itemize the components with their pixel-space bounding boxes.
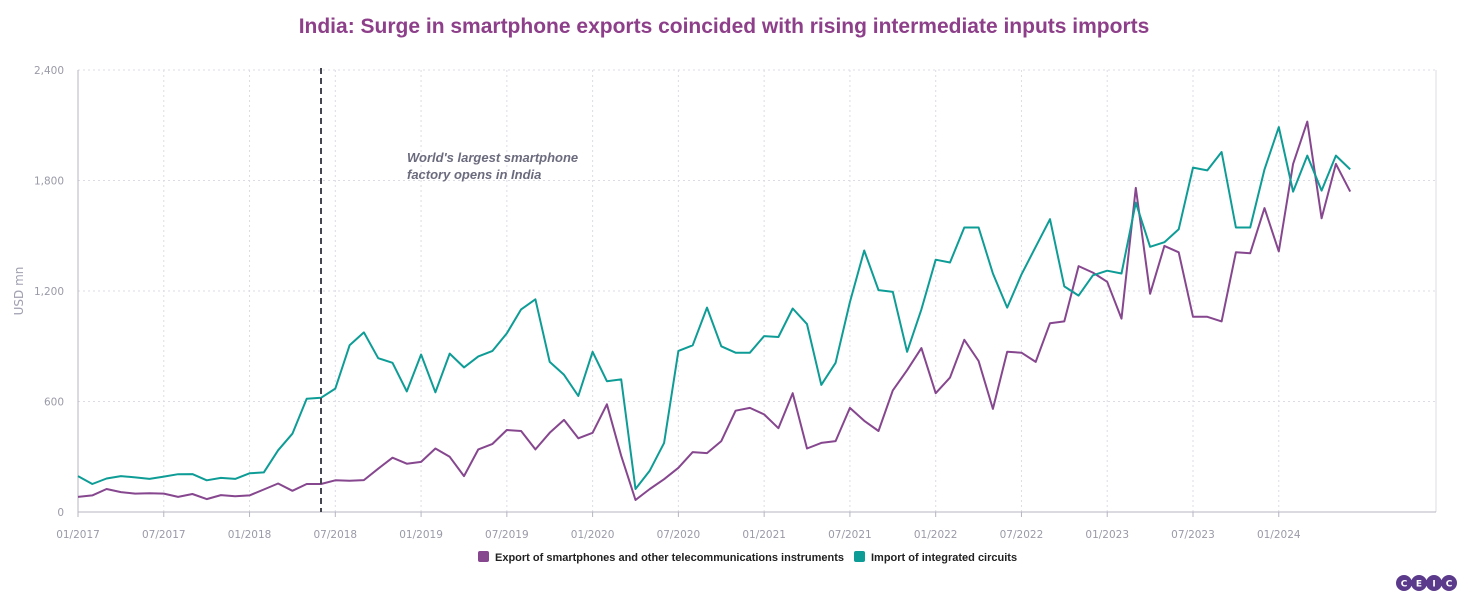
- logo-circle: [1396, 575, 1412, 591]
- y-axis: 0 600 1,200 1,800 2,400: [34, 65, 79, 519]
- x-tick-label: 01/2024: [1257, 529, 1301, 541]
- y-tick-label: 1,200: [34, 286, 64, 298]
- logo-circle: [1441, 575, 1457, 591]
- y-tick-label: 1,800: [34, 176, 64, 188]
- legend-label-imports[interactable]: Import of integrated circuits: [871, 552, 1017, 564]
- legend[interactable]: Export of smartphones and other telecomm…: [478, 551, 1017, 564]
- x-tick-label: 07/2020: [657, 529, 701, 541]
- x-axis: 01/2017 07/2017 01/2018 07/2018 01/2019 07/20…: [56, 511, 1436, 541]
- x-tick-label: 07/2021: [828, 529, 872, 541]
- x-tick-label: 07/2018: [313, 529, 357, 541]
- x-tick-label: 01/2021: [742, 529, 786, 541]
- y-tick-label: 2,400: [34, 65, 64, 77]
- logo-circle: [1411, 575, 1427, 591]
- logo-letter: C: [1446, 580, 1453, 590]
- x-tick-label: 01/2022: [914, 529, 958, 541]
- legend-swatch-exports: [478, 551, 489, 562]
- x-tick-label: 07/2022: [1000, 529, 1044, 541]
- logo-letter: I: [1432, 580, 1435, 590]
- x-tick-label: 01/2018: [228, 529, 272, 541]
- annotation: World's largest smartphone factory opens…: [320, 68, 578, 512]
- logo-circle: [1426, 575, 1442, 591]
- x-tick-label: 07/2017: [142, 529, 186, 541]
- series-line-imports: [77, 126, 1351, 490]
- x-tick-label: 01/2020: [571, 529, 615, 541]
- x-tick-label: 01/2023: [1085, 529, 1129, 541]
- legend-swatch-imports: [854, 551, 865, 562]
- x-tick-label: 07/2019: [485, 529, 529, 541]
- x-tick-label: 01/2019: [399, 529, 443, 541]
- logo-letter: E: [1416, 580, 1422, 590]
- annotation-text-line-1: World's largest smartphone: [407, 150, 578, 165]
- legend-label-exports[interactable]: Export of smartphones and other telecomm…: [495, 552, 844, 564]
- logo-letter: C: [1401, 580, 1408, 590]
- y-axis-label: USD mn: [12, 267, 26, 316]
- gridlines: [77, 69, 1437, 513]
- series-line-exports: [77, 120, 1352, 501]
- x-tick-label: 07/2023: [1171, 529, 1215, 541]
- y-tick-label: 600: [44, 397, 64, 409]
- series: [77, 120, 1352, 501]
- annotation-text-line-2: factory opens in India: [407, 167, 541, 182]
- chart-title: India: Surge in smartphone exports coinc…: [299, 15, 1150, 38]
- x-tick-label: 01/2017: [56, 529, 100, 541]
- y-tick-label: 0: [57, 507, 64, 519]
